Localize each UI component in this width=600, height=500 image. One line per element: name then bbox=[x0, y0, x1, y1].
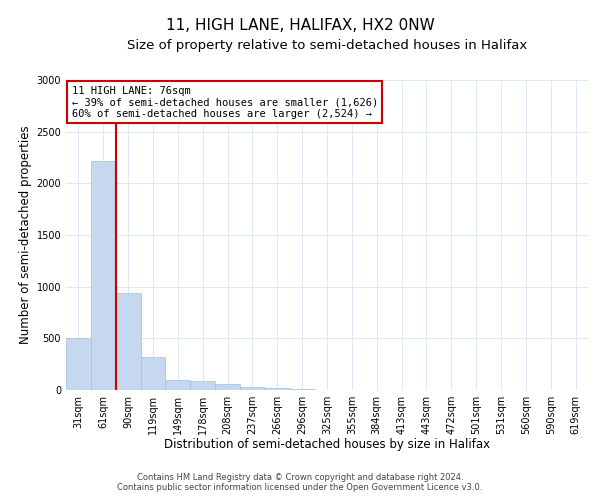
Y-axis label: Number of semi-detached properties: Number of semi-detached properties bbox=[19, 126, 32, 344]
Bar bbox=[190, 380, 215, 390]
Bar bbox=[66, 338, 91, 390]
Bar bbox=[140, 358, 166, 390]
Bar bbox=[166, 380, 190, 390]
Text: 11, HIGH LANE, HALIFAX, HX2 0NW: 11, HIGH LANE, HALIFAX, HX2 0NW bbox=[166, 18, 434, 32]
Text: Contains public sector information licensed under the Open Government Licence v3: Contains public sector information licen… bbox=[118, 482, 482, 492]
Text: Contains HM Land Registry data © Crown copyright and database right 2024.: Contains HM Land Registry data © Crown c… bbox=[137, 473, 463, 482]
Text: 11 HIGH LANE: 76sqm
← 39% of semi-detached houses are smaller (1,626)
60% of sem: 11 HIGH LANE: 76sqm ← 39% of semi-detach… bbox=[71, 86, 378, 119]
Title: Size of property relative to semi-detached houses in Halifax: Size of property relative to semi-detach… bbox=[127, 40, 527, 52]
Bar bbox=[215, 384, 240, 390]
X-axis label: Distribution of semi-detached houses by size in Halifax: Distribution of semi-detached houses by … bbox=[164, 438, 490, 452]
Bar bbox=[265, 388, 290, 390]
Bar bbox=[240, 387, 265, 390]
Bar bbox=[116, 293, 140, 390]
Bar bbox=[91, 160, 116, 390]
